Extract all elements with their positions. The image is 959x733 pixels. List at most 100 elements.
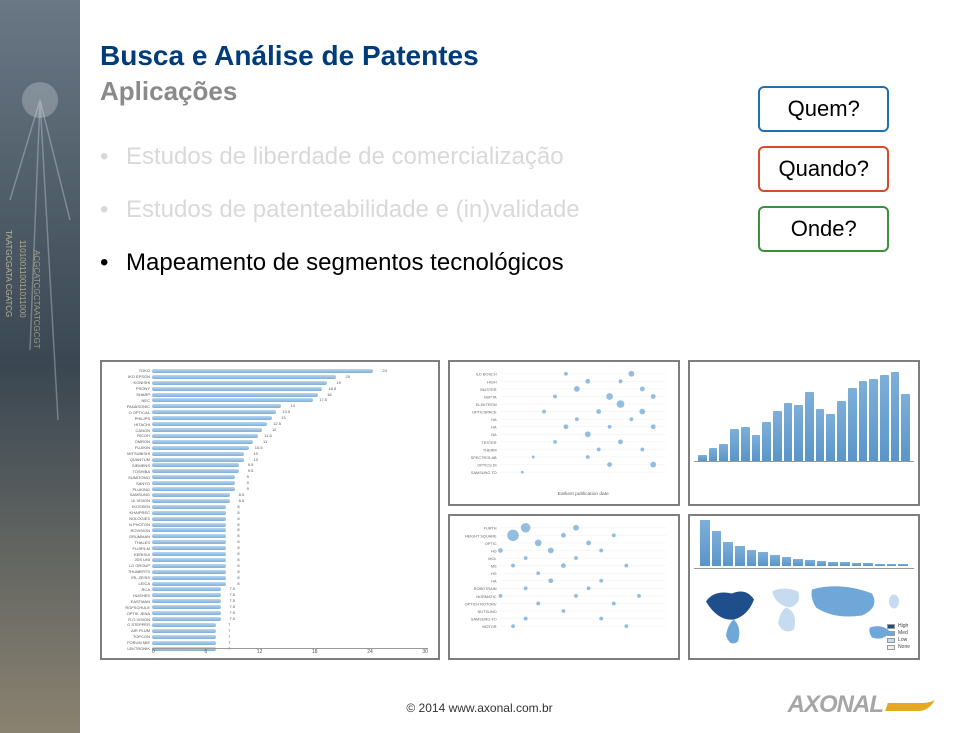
hbar-row: SUMITOMO9	[152, 475, 428, 480]
hbar-row: IKOSSEN8	[152, 505, 428, 510]
hbar-row: THALES8	[152, 540, 428, 545]
svg-text:NORMATIC: NORMATIC	[476, 595, 496, 599]
hbar-row: HITACHI12.5	[152, 422, 428, 427]
hbar-row: KONISHI19	[152, 381, 428, 386]
svg-text:ILD BOSCH: ILD BOSCH	[476, 373, 497, 377]
svg-text:OPTICSPACE: OPTICSPACE	[472, 411, 497, 415]
vbar	[805, 392, 814, 461]
hbar-row: NEC17.5	[152, 398, 428, 403]
svg-text:HG: HG	[491, 572, 497, 576]
vbar-chart	[688, 360, 920, 506]
hbar-row: SAMSUNG8.5	[152, 493, 428, 498]
vbar	[901, 394, 910, 461]
hbar-row: OMRON11	[152, 440, 428, 445]
svg-text:MOTOR: MOTOR	[482, 625, 496, 629]
hbar-row: LEICA8	[152, 581, 428, 586]
vbar	[826, 414, 835, 460]
side-strip: TAATGCGATA CGATCG 110100110011011000 ACG…	[0, 0, 80, 733]
hbar-row: ROVISION8	[152, 528, 428, 533]
svg-text:NA: NA	[491, 433, 497, 437]
badge-group: Quem?Quando?Onde?	[758, 86, 889, 252]
hbar-row: CANON12	[152, 428, 428, 433]
svg-text:HG: HG	[491, 549, 497, 553]
vbar	[891, 372, 900, 461]
hbar-row: NOLOGIES8	[152, 516, 428, 521]
hbar-row: PHILIPS13	[152, 416, 428, 421]
svg-text:SPECTROLAB: SPECTROLAB	[471, 456, 497, 460]
svg-text:OPTICH ROTORV: OPTICH ROTORV	[465, 602, 497, 606]
vbar	[773, 411, 782, 461]
badge: Quando?	[758, 146, 889, 192]
svg-text:THERM: THERM	[483, 448, 497, 452]
hbar-row: PLUKING9	[152, 487, 428, 492]
hbar-row: KERISUI8	[152, 552, 428, 557]
svg-text:MOL: MOL	[488, 557, 497, 561]
hbar-row: OPTIK JENA7.5	[152, 611, 428, 616]
hbar-row: EASTMAN7.5	[152, 599, 428, 604]
hbar-row: FUJIKIN10.5	[152, 445, 428, 450]
hbar-row: IKO EPSON20	[152, 375, 428, 380]
svg-text:OPTIC: OPTIC	[485, 542, 497, 546]
charts-grid: TOKO24IKO EPSON20KONISHI19PSONY18.5SHARP…	[100, 360, 920, 660]
svg-text:110100110011011000: 110100110011011000	[18, 240, 27, 318]
svg-text:NUTSUNO: NUTSUNO	[478, 610, 497, 614]
hbar-row: TOPCON7	[152, 634, 428, 639]
vbar	[741, 427, 750, 460]
badge: Onde?	[758, 206, 889, 252]
svg-text:TAATGCGATA CGATCG: TAATGCGATA CGATCG	[4, 230, 13, 317]
vbar	[784, 403, 793, 460]
hbar-row: N PHOTON8	[152, 522, 428, 527]
hbar-row: O OPTICAL13.5	[152, 410, 428, 415]
hbar-row: SHARP18	[152, 392, 428, 397]
vbar	[794, 405, 803, 461]
vbar	[837, 401, 846, 460]
hbar-row: KHAIPREC8	[152, 510, 428, 515]
page-title: Busca e Análise de Patentes	[100, 40, 920, 72]
svg-text:SAMSUNG TO: SAMSUNG TO	[471, 471, 497, 475]
svg-text:TESTER: TESTER	[481, 441, 496, 445]
svg-text:ELEKTRON: ELEKTRON	[476, 403, 497, 407]
bubble-chart-top: ILD BOSCHHIGHMUSTERNUPTAELEKTRONOPTICSPA…	[448, 360, 680, 506]
hbar-row: RCA7.5	[152, 587, 428, 592]
logo-swoosh-icon	[885, 699, 935, 711]
hbar-row: JDS UNI8	[152, 558, 428, 563]
hbar-row: LG GROUP8	[152, 564, 428, 569]
hbar-chart: TOKO24IKO EPSON20KONISHI19PSONY18.5SHARP…	[100, 360, 440, 660]
vbar	[730, 429, 739, 460]
vbar	[709, 448, 718, 461]
logo-text: AXONAL	[788, 691, 883, 719]
vbar	[719, 444, 728, 461]
hbar-row: AIR PLUM7	[152, 629, 428, 634]
svg-text:MS: MS	[491, 565, 497, 569]
hbar-row: THUMERTS8	[152, 570, 428, 575]
vbar	[869, 379, 878, 460]
hbar-row: G STEPPER7	[152, 623, 428, 628]
hbar-row: R.O.VISION7.5	[152, 617, 428, 622]
vbar	[859, 381, 868, 461]
hbar-row: TOSHIBA9.5	[152, 469, 428, 474]
logo: AXONAL	[788, 691, 933, 719]
vbar	[816, 409, 825, 461]
hbar-row: SIEMENS9.5	[152, 463, 428, 468]
hbar-row: MITSUBISHI10	[152, 451, 428, 456]
hbar-row: QUANTUM10	[152, 457, 428, 462]
vbar	[752, 435, 761, 461]
svg-text:ROBOTRAIN: ROBOTRAIN	[474, 587, 497, 591]
hbar-row: RICOH11.5	[152, 434, 428, 439]
vbar	[698, 455, 707, 461]
svg-text:HA: HA	[491, 426, 497, 430]
hbar-row: IRL ZEISS8	[152, 575, 428, 580]
hbar-row: UI VISION8.5	[152, 499, 428, 504]
hbar-row: SANYO9	[152, 481, 428, 486]
svg-text:ACGCATCGCTAATCGCGT: ACGCATCGCTAATCGCGT	[32, 250, 41, 349]
hbar-row: TOKO24	[152, 369, 428, 374]
hbar-row: ROFSCHULE7.5	[152, 605, 428, 610]
bubble-chart-bottom: FURTHHEIGHT SQUAREOPTICHGMOLMSHGHAROBOTR…	[448, 514, 680, 660]
hbar-row: PSONY18.5	[152, 386, 428, 391]
vbar	[880, 375, 889, 460]
svg-text:NUPTA: NUPTA	[484, 395, 497, 399]
svg-text:OPTICS DI: OPTICS DI	[477, 463, 496, 467]
vbar	[762, 422, 771, 461]
svg-text:HA: HA	[491, 418, 497, 422]
svg-text:HEIGHT SQUARE: HEIGHT SQUARE	[465, 534, 497, 538]
